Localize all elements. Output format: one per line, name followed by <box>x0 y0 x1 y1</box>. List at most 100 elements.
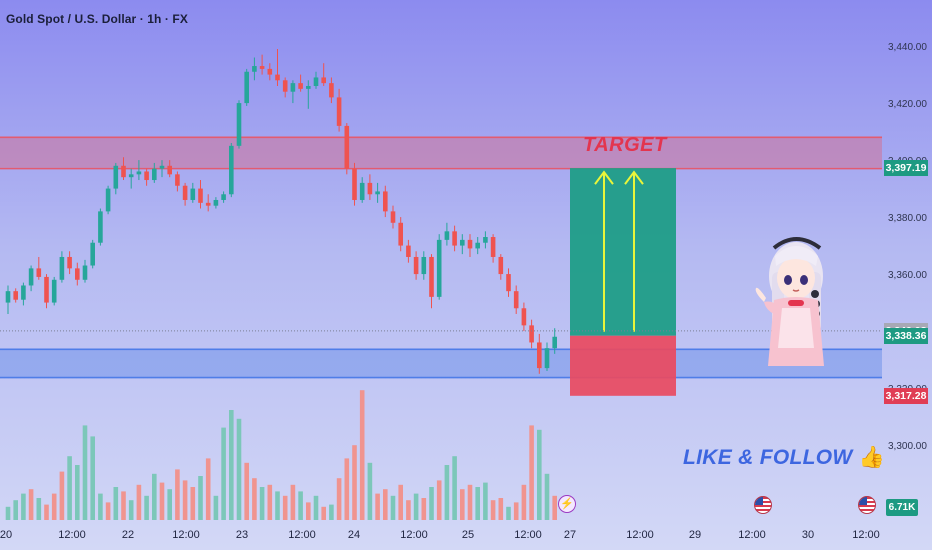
candle-body[interactable] <box>213 199 219 206</box>
candle-body[interactable] <box>290 83 296 92</box>
x-tick-label: 12:00 <box>58 529 86 541</box>
candle-body[interactable] <box>267 68 273 75</box>
candle-body[interactable] <box>13 291 18 300</box>
candle-body[interactable] <box>452 231 457 246</box>
candle-body[interactable] <box>298 83 303 89</box>
candle-body[interactable] <box>467 239 473 249</box>
us-flag-icon[interactable] <box>754 496 772 514</box>
candle-body[interactable] <box>336 97 342 126</box>
target-box[interactable] <box>570 168 676 336</box>
candle-body[interactable] <box>175 174 180 186</box>
candle-body[interactable] <box>436 239 442 297</box>
candle-body[interactable] <box>282 80 288 92</box>
candle-body[interactable] <box>537 342 542 369</box>
candle-body[interactable] <box>259 66 265 69</box>
candle-body[interactable] <box>429 256 434 297</box>
candle-body[interactable] <box>521 308 527 326</box>
candle-body[interactable] <box>398 222 403 246</box>
candle-body[interactable] <box>529 325 534 343</box>
volume-bar <box>329 504 334 520</box>
candle-body[interactable] <box>513 291 519 309</box>
candle-body[interactable] <box>59 256 65 280</box>
volume-bar <box>421 498 427 520</box>
candle-body[interactable] <box>182 185 188 200</box>
candle-body[interactable] <box>144 171 149 181</box>
candle-body[interactable] <box>121 165 126 178</box>
candle-body[interactable] <box>352 168 357 200</box>
candle-body[interactable] <box>321 77 326 84</box>
candle-body[interactable] <box>329 83 334 98</box>
candle-body[interactable] <box>375 191 380 195</box>
candle-body[interactable] <box>490 237 496 257</box>
candle-body[interactable] <box>198 188 203 203</box>
volume-bar <box>321 506 326 520</box>
candle-body[interactable] <box>252 66 257 72</box>
candle-body[interactable] <box>390 211 396 223</box>
volume-bar <box>290 484 296 520</box>
candle-body[interactable] <box>136 171 142 175</box>
candle-body[interactable] <box>344 125 350 169</box>
volume-bar <box>313 495 319 520</box>
candle-body[interactable] <box>275 74 280 81</box>
y-tick-label: 3,300.00 <box>888 441 927 452</box>
candle-body[interactable] <box>21 285 26 300</box>
volume-bar <box>460 489 465 520</box>
candle-body[interactable] <box>475 242 480 249</box>
volume-bar <box>490 500 496 520</box>
candle-body[interactable] <box>5 291 11 303</box>
candle-body[interactable] <box>82 265 88 280</box>
candle-body[interactable] <box>406 245 411 257</box>
candle-body[interactable] <box>421 256 427 275</box>
candle-body[interactable] <box>67 256 72 269</box>
candle-body[interactable] <box>36 268 42 277</box>
candle-body[interactable] <box>159 165 165 169</box>
volume-bar <box>252 478 257 520</box>
candle-body[interactable] <box>544 348 550 369</box>
stop-box[interactable] <box>570 335 676 396</box>
candle-body[interactable] <box>128 174 134 178</box>
candle-body[interactable] <box>483 237 488 243</box>
us-flag-icon[interactable] <box>858 496 876 514</box>
candle-body[interactable] <box>190 188 196 200</box>
volume-bar <box>390 495 396 520</box>
y-tick-label: 3,380.00 <box>888 213 927 224</box>
candle-body[interactable] <box>413 256 419 275</box>
support-zone <box>0 349 882 378</box>
target-arrowhead <box>594 170 614 185</box>
candle-body[interactable] <box>51 279 57 303</box>
thumbs-up-icon: 👍 <box>858 446 886 469</box>
resistance-zone <box>0 137 882 169</box>
candle-body[interactable] <box>221 194 226 200</box>
x-tick-label: 12:00 <box>288 529 316 541</box>
candle-body[interactable] <box>498 256 504 275</box>
candle-body[interactable] <box>205 202 211 206</box>
candle-body[interactable] <box>460 239 465 246</box>
volume-bar <box>205 458 211 520</box>
candle-body[interactable] <box>113 165 119 189</box>
candle-body[interactable] <box>28 268 34 286</box>
volume-bar <box>90 436 95 520</box>
candle-body[interactable] <box>306 85 311 89</box>
candle-body[interactable] <box>367 182 373 195</box>
candle-body[interactable] <box>236 103 242 146</box>
candle-body[interactable] <box>506 274 511 292</box>
volume-bar <box>336 478 342 520</box>
volume-bar <box>236 418 242 520</box>
candle-body[interactable] <box>90 242 95 266</box>
candle-body[interactable] <box>552 336 557 349</box>
candle-body[interactable] <box>313 77 319 86</box>
candle-body[interactable] <box>98 211 103 243</box>
lightning-icon[interactable]: ⚡ <box>558 495 576 513</box>
candle-body[interactable] <box>105 188 111 212</box>
candle-body[interactable] <box>44 276 49 303</box>
candle-body[interactable] <box>444 231 450 240</box>
candle-body[interactable] <box>359 182 365 200</box>
candle-body[interactable] <box>229 145 234 195</box>
candle-body[interactable] <box>244 71 249 104</box>
candle-body[interactable] <box>383 191 388 212</box>
candle-body[interactable] <box>167 165 172 175</box>
candle-body[interactable] <box>75 268 80 280</box>
y-tick-label: 3,440.00 <box>888 42 927 53</box>
candle-body[interactable] <box>152 168 157 181</box>
